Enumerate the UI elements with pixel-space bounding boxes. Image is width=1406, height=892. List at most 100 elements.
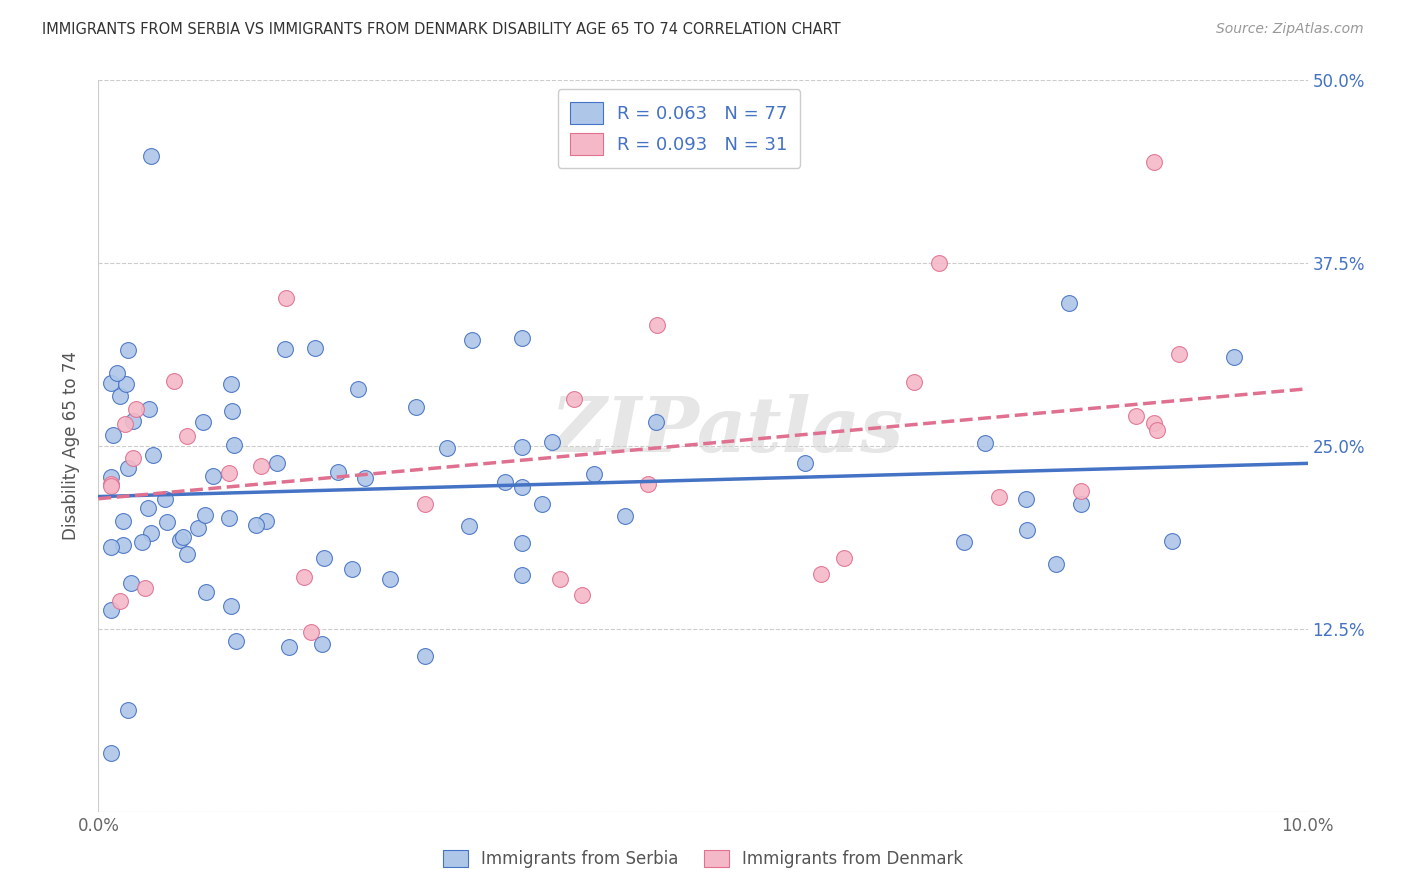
Point <box>176 428 198 442</box>
Point <box>292 569 315 583</box>
Point <box>195 585 218 599</box>
Point <box>134 581 156 595</box>
Point <box>120 576 142 591</box>
Point <box>1160 534 1182 549</box>
Point <box>274 343 297 357</box>
Point <box>266 456 288 470</box>
Legend: R = 0.063   N = 77, R = 0.093   N = 31: R = 0.063 N = 77, R = 0.093 N = 31 <box>558 89 800 168</box>
Point <box>100 376 122 390</box>
Point <box>138 401 160 416</box>
Point <box>1143 155 1166 169</box>
Point <box>100 470 122 484</box>
Point <box>562 392 585 406</box>
Point <box>105 366 128 380</box>
Point <box>952 535 974 549</box>
Point <box>637 476 659 491</box>
Point <box>1045 558 1067 572</box>
Point <box>194 508 217 522</box>
Text: Source: ZipAtlas.com: Source: ZipAtlas.com <box>1216 22 1364 37</box>
Point <box>249 458 271 473</box>
Point <box>987 491 1010 505</box>
Point <box>346 382 368 396</box>
Point <box>103 427 125 442</box>
Text: ZIPatlas: ZIPatlas <box>551 394 904 468</box>
Point <box>793 456 815 470</box>
Point <box>110 389 132 403</box>
Point <box>405 400 427 414</box>
Point <box>224 438 246 452</box>
Point <box>169 533 191 548</box>
Point <box>312 551 335 566</box>
Point <box>254 514 277 528</box>
Point <box>531 497 554 511</box>
Point <box>903 375 925 389</box>
Point <box>163 374 186 388</box>
Point <box>1125 409 1147 424</box>
Point <box>117 703 139 717</box>
Point <box>510 535 533 549</box>
Point <box>110 594 132 608</box>
Point <box>1223 350 1246 364</box>
Point <box>276 291 298 305</box>
Point <box>328 465 350 479</box>
Point <box>112 538 135 552</box>
Point <box>510 480 533 494</box>
Point <box>114 417 136 432</box>
Point <box>810 567 832 582</box>
Point <box>494 475 516 489</box>
Point <box>1015 524 1038 538</box>
Point <box>613 508 636 523</box>
Point <box>299 625 322 640</box>
Point <box>100 476 122 491</box>
Point <box>139 526 162 541</box>
Point <box>155 515 177 529</box>
Point <box>218 511 240 525</box>
Point <box>138 500 160 515</box>
Point <box>172 530 194 544</box>
Point <box>1057 296 1080 310</box>
Point <box>1070 484 1092 499</box>
Point <box>645 318 668 333</box>
Point <box>354 471 377 485</box>
Text: IMMIGRANTS FROM SERBIA VS IMMIGRANTS FROM DENMARK DISABILITY AGE 65 TO 74 CORREL: IMMIGRANTS FROM SERBIA VS IMMIGRANTS FRO… <box>42 22 841 37</box>
Point <box>311 637 333 651</box>
Point <box>100 603 122 617</box>
Point <box>142 448 165 462</box>
Point <box>436 441 458 455</box>
Point <box>117 461 139 475</box>
Point <box>928 256 950 270</box>
Point <box>548 572 571 586</box>
Point <box>510 331 533 345</box>
Point <box>1015 491 1038 506</box>
Point <box>131 535 153 549</box>
Point <box>245 517 267 532</box>
Point <box>112 514 135 528</box>
Point <box>278 640 301 655</box>
Point <box>221 404 243 418</box>
Point <box>461 333 484 347</box>
Point <box>100 479 122 493</box>
Point <box>100 746 122 760</box>
Point <box>583 467 606 482</box>
Point <box>193 415 215 429</box>
Point <box>1167 347 1189 361</box>
Point <box>571 588 593 602</box>
Point <box>125 401 148 416</box>
Point <box>1143 417 1166 431</box>
Point <box>202 468 225 483</box>
Point <box>100 541 122 555</box>
Point <box>413 649 436 664</box>
Point <box>340 561 363 575</box>
Point <box>117 343 139 357</box>
Point <box>122 414 145 428</box>
Point <box>219 599 242 614</box>
Point <box>974 436 997 450</box>
Legend: Immigrants from Serbia, Immigrants from Denmark: Immigrants from Serbia, Immigrants from … <box>436 843 970 875</box>
Point <box>510 440 533 454</box>
Point <box>187 521 209 535</box>
Point <box>413 498 436 512</box>
Point <box>225 634 247 648</box>
Point <box>832 551 855 566</box>
Point <box>218 467 240 481</box>
Point <box>122 451 145 466</box>
